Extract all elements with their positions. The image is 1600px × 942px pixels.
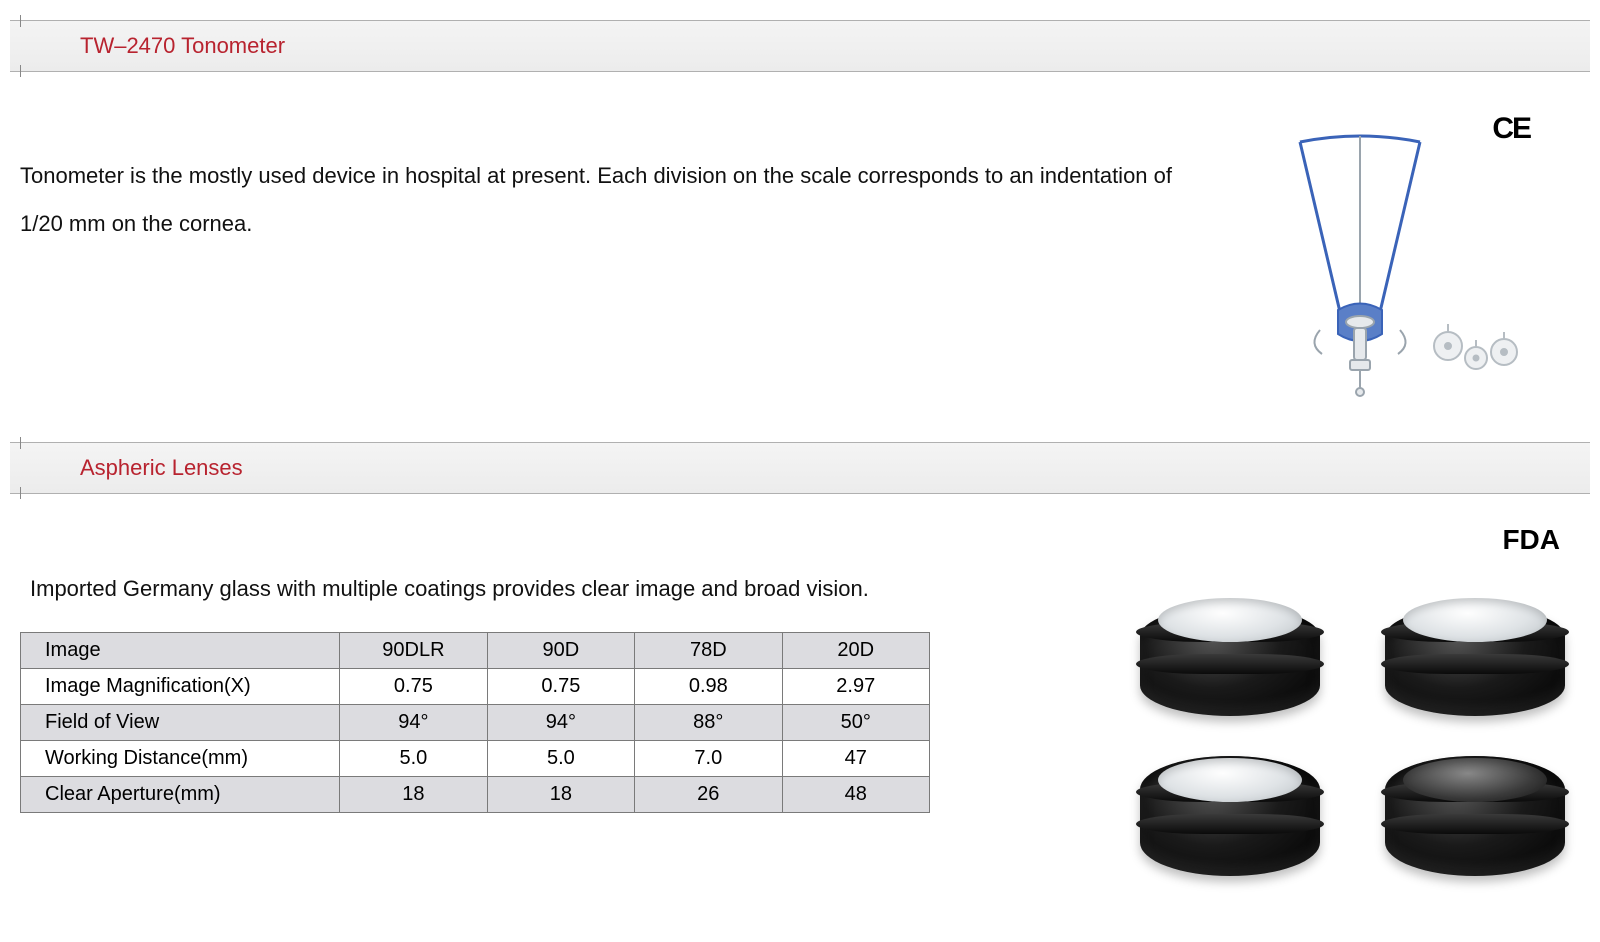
table-cell: 94° bbox=[487, 705, 634, 741]
tonometer-description: Tonometer is the mostly used device in h… bbox=[10, 102, 1190, 249]
table-header-cell: 20D bbox=[782, 633, 929, 669]
section-header-tonometer: TW–2470 Tonometer bbox=[10, 20, 1590, 72]
table-cell: 2.97 bbox=[782, 669, 929, 705]
table-cell: 47 bbox=[782, 741, 929, 777]
lens-image-grid bbox=[1130, 566, 1590, 886]
section-title: TW–2470 Tonometer bbox=[80, 33, 1590, 59]
fda-mark-icon: FDA bbox=[10, 524, 1590, 556]
table-row: Working Distance(mm) 5.0 5.0 7.0 47 bbox=[21, 741, 930, 777]
lens-image bbox=[1375, 586, 1575, 726]
table-header-cell: 90DLR bbox=[340, 633, 488, 669]
tonometer-visual-area: CE bbox=[1190, 102, 1590, 402]
table-cell: 94° bbox=[340, 705, 488, 741]
table-row: Clear Aperture(mm) 18 18 26 48 bbox=[21, 777, 930, 813]
section-header-lenses: Aspheric Lenses bbox=[10, 442, 1590, 494]
tonometer-block: Tonometer is the mostly used device in h… bbox=[10, 102, 1590, 402]
lenses-left: Imported Germany glass with multiple coa… bbox=[10, 566, 1130, 813]
table-cell: 88° bbox=[635, 705, 782, 741]
lenses-intro: Imported Germany glass with multiple coa… bbox=[30, 576, 1090, 602]
lens-image bbox=[1375, 746, 1575, 886]
table-cell: 18 bbox=[340, 777, 488, 813]
table-cell: Image Magnification(X) bbox=[21, 669, 340, 705]
table-cell: Working Distance(mm) bbox=[21, 741, 340, 777]
ce-mark-icon: CE bbox=[1492, 112, 1530, 146]
table-cell: 50° bbox=[782, 705, 929, 741]
table-cell: 0.75 bbox=[340, 669, 488, 705]
table-cell: Field of View bbox=[21, 705, 340, 741]
table-row: Image Magnification(X) 0.75 0.75 0.98 2.… bbox=[21, 669, 930, 705]
section-title: Aspheric Lenses bbox=[80, 455, 1590, 481]
spec-table: Image 90DLR 90D 78D 20D Image Magnificat… bbox=[20, 632, 930, 813]
table-cell: 5.0 bbox=[487, 741, 634, 777]
lens-image bbox=[1130, 746, 1330, 886]
table-header-cell: 78D bbox=[635, 633, 782, 669]
table-row: Field of View 94° 94° 88° 50° bbox=[21, 705, 930, 741]
table-cell: 0.98 bbox=[635, 669, 782, 705]
table-cell: 48 bbox=[782, 777, 929, 813]
table-cell: 5.0 bbox=[340, 741, 488, 777]
lenses-block: Imported Germany glass with multiple coa… bbox=[10, 566, 1590, 886]
tonometer-illustration bbox=[1260, 122, 1520, 402]
table-cell: 7.0 bbox=[635, 741, 782, 777]
table-header-cell: Image bbox=[21, 633, 340, 669]
table-header-cell: 90D bbox=[487, 633, 634, 669]
table-header-row: Image 90DLR 90D 78D 20D bbox=[21, 633, 930, 669]
table-cell: 18 bbox=[487, 777, 634, 813]
table-cell: 26 bbox=[635, 777, 782, 813]
table-cell: 0.75 bbox=[487, 669, 634, 705]
lens-image bbox=[1130, 586, 1330, 726]
table-cell: Clear Aperture(mm) bbox=[21, 777, 340, 813]
